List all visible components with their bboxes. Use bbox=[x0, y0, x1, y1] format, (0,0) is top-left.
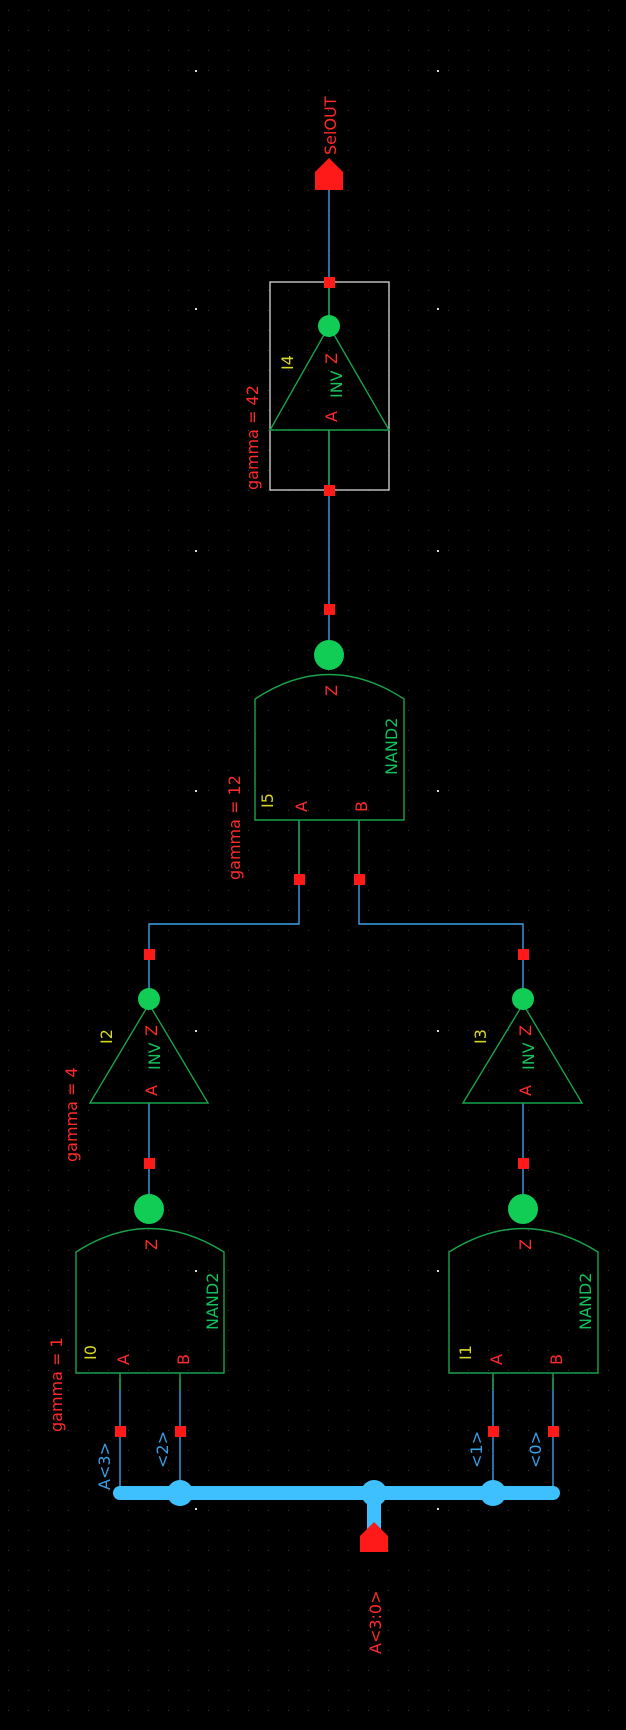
pin-label-b: B bbox=[174, 1354, 193, 1365]
output-pin-icon[interactable] bbox=[315, 158, 343, 190]
pin-a[interactable] bbox=[488, 1426, 499, 1437]
param-label: gamma = 12 bbox=[225, 775, 244, 880]
instance-i3[interactable]: INV A Z I3 bbox=[461, 949, 584, 1169]
pin-label-a: A bbox=[322, 411, 341, 422]
output-bubble bbox=[318, 315, 340, 337]
bus-ripper-dot bbox=[167, 1480, 193, 1506]
pin-b[interactable] bbox=[548, 1426, 559, 1437]
pin-z[interactable] bbox=[324, 277, 335, 288]
bus-ripper-dot bbox=[480, 1480, 506, 1506]
net-markers bbox=[324, 604, 335, 615]
pin-a[interactable] bbox=[294, 874, 305, 885]
instance-i2[interactable]: INV A Z I2 gamma = 4 bbox=[62, 949, 210, 1169]
wire-i3-i5b[interactable] bbox=[358, 820, 524, 1004]
inverter-icon[interactable] bbox=[88, 1002, 210, 1104]
pin-z[interactable] bbox=[518, 949, 529, 960]
pin-label-z: Z bbox=[142, 1025, 161, 1036]
input-pin-label: A<3:0> bbox=[366, 1590, 385, 1654]
instance-name: I0 bbox=[81, 1345, 100, 1360]
nand2-gate-icon[interactable] bbox=[448, 1227, 599, 1374]
pin-a[interactable] bbox=[144, 1158, 155, 1169]
pin-label-z: Z bbox=[516, 1025, 535, 1036]
pin-a[interactable] bbox=[518, 1158, 529, 1169]
bus-ripper-dot bbox=[361, 1480, 387, 1506]
output-pin-label: SelOUT bbox=[321, 96, 340, 155]
pin-label-z: Z bbox=[322, 353, 341, 364]
pin-a[interactable] bbox=[324, 485, 335, 496]
pin-b[interactable] bbox=[175, 1426, 186, 1437]
pin-label-b: B bbox=[352, 801, 371, 812]
param-label: gamma = 42 bbox=[243, 385, 262, 490]
instance-name: I1 bbox=[456, 1345, 475, 1360]
input-pin-icon[interactable] bbox=[360, 1522, 388, 1552]
bus-tap-label: <1> bbox=[467, 1431, 486, 1468]
bus-tap-label: A<3> bbox=[95, 1442, 114, 1490]
instance-i1[interactable]: I1 A B Z NAND2 bbox=[448, 1158, 599, 1437]
pin-label-z: Z bbox=[142, 1239, 161, 1250]
output-bubble bbox=[134, 1194, 164, 1224]
inverter-icon[interactable] bbox=[461, 1002, 584, 1104]
nand2-gate-icon[interactable] bbox=[75, 1227, 225, 1374]
pin-label-a: A bbox=[516, 1085, 535, 1096]
instance-name: I2 bbox=[97, 1029, 116, 1044]
cell-name: INV bbox=[519, 1042, 538, 1070]
instance-name: I5 bbox=[258, 793, 277, 808]
input-bus[interactable]: A<3> <2> <1> <0> bbox=[95, 1431, 560, 1537]
pin-label-a: A bbox=[292, 801, 311, 812]
pin-label-b: B bbox=[547, 1354, 566, 1365]
cell-name: INV bbox=[145, 1042, 164, 1070]
pin-label-z: Z bbox=[516, 1239, 535, 1250]
pin-a[interactable] bbox=[115, 1426, 126, 1437]
nand2-gate-icon[interactable] bbox=[254, 673, 405, 821]
instance-i0[interactable]: I0 A B Z NAND2 gamma = 1 bbox=[47, 1158, 225, 1437]
instance-i5[interactable]: I5 A B Z NAND2 gamma = 12 bbox=[225, 604, 405, 885]
output-bubble bbox=[508, 1194, 538, 1224]
pin-label-a: A bbox=[142, 1085, 161, 1096]
wire-i2-i5a[interactable] bbox=[148, 820, 300, 1004]
instance-i4[interactable]: INV A Z I4 gamma = 42 bbox=[243, 277, 391, 496]
instance-name: I3 bbox=[471, 1029, 490, 1044]
output-bubble bbox=[512, 988, 534, 1010]
cell-name: NAND2 bbox=[382, 718, 401, 775]
param-label: gamma = 1 bbox=[47, 1337, 66, 1432]
pin-label-z: Z bbox=[322, 685, 341, 696]
cell-name: NAND2 bbox=[203, 1273, 222, 1330]
instance-name: I4 bbox=[278, 355, 297, 370]
pin-b[interactable] bbox=[354, 874, 365, 885]
bus-tap-label: <0> bbox=[526, 1431, 545, 1468]
cell-name: INV bbox=[327, 370, 346, 398]
param-label: gamma = 4 bbox=[62, 1067, 81, 1162]
cell-name: NAND2 bbox=[576, 1273, 595, 1330]
pin-label-a: A bbox=[487, 1354, 506, 1365]
pin-z[interactable] bbox=[144, 949, 155, 960]
output-bubble bbox=[314, 640, 344, 670]
output-pin-selout[interactable]: SelOUT bbox=[315, 96, 343, 190]
output-bubble bbox=[138, 988, 160, 1010]
input-pin-a[interactable]: A<3:0> bbox=[360, 1522, 388, 1654]
bus-tap-label: <2> bbox=[153, 1431, 172, 1468]
pin-label-a: A bbox=[114, 1354, 133, 1365]
